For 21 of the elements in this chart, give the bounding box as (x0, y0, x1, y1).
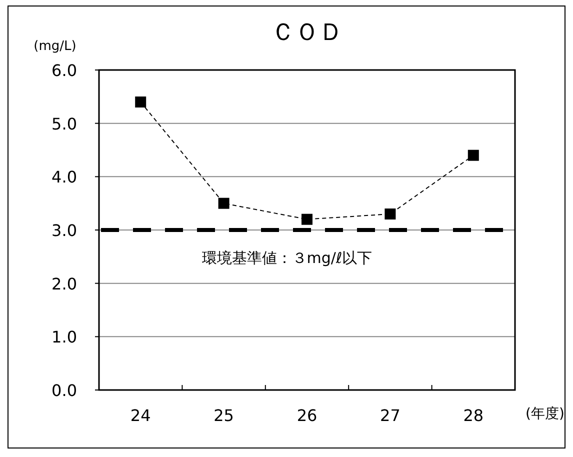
y-tick-label: 6.0 (52, 61, 77, 80)
point (302, 214, 312, 225)
chart-title: ＣＯＤ (271, 18, 343, 46)
point (135, 96, 146, 108)
y-tick-label: 0.0 (52, 381, 77, 400)
y-tick-label: 2.0 (52, 274, 77, 294)
x-tick-label: 27 (380, 406, 400, 425)
ref-line-label: 環境基準値：３mg/ℓ以下 (202, 249, 372, 267)
y-tick-label: 5.0 (52, 114, 77, 134)
x-axis-title: (年度) (526, 406, 564, 422)
point (218, 198, 230, 209)
y-tick-label: 4.0 (52, 168, 77, 187)
x-tick-label: 24 (130, 406, 151, 425)
y-tick-label: 1.0 (52, 328, 77, 347)
y-tick-label: 3.0 (52, 221, 77, 240)
y-axis-title: (mg/L) (34, 39, 76, 54)
point (468, 150, 479, 161)
point (384, 208, 396, 220)
x-tick-label: 25 (214, 406, 234, 425)
x-tick-label: 26 (296, 406, 318, 425)
x-tick-label: 28 (463, 406, 484, 425)
